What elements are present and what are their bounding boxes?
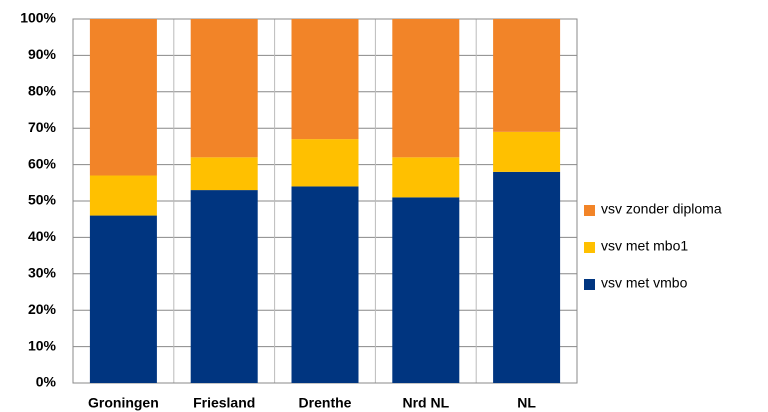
y-tick-label: 60% <box>28 155 57 171</box>
bar-segment <box>392 19 460 158</box>
bar-segment <box>291 19 359 140</box>
legend-swatch <box>584 242 595 253</box>
legend-label: vsv met mbo1 <box>601 238 688 254</box>
bar-segment <box>493 131 561 172</box>
x-tick-label: Drenthe <box>299 395 352 411</box>
y-tick-label: 20% <box>28 301 57 317</box>
bar-segment <box>392 157 460 198</box>
y-tick-label: 80% <box>28 83 57 99</box>
x-tick-label: NL <box>517 395 536 411</box>
legend-label: vsv met vmbo <box>601 275 688 291</box>
bar-segment <box>89 175 157 216</box>
y-tick-label: 100% <box>20 10 56 26</box>
x-tick-label: Friesland <box>193 395 255 411</box>
y-tick-label: 90% <box>28 46 57 62</box>
y-tick-label: 50% <box>28 192 57 208</box>
x-tick-label: Groningen <box>88 395 159 411</box>
bar-segment <box>190 190 258 383</box>
bar-segment <box>493 19 561 132</box>
y-tick-label: 10% <box>28 337 57 353</box>
y-tick-label: 70% <box>28 119 57 135</box>
bar-segment <box>190 157 258 191</box>
bar-segment <box>493 171 561 383</box>
bar-segment <box>89 215 157 383</box>
bar-segment <box>291 186 359 383</box>
x-tick-label: Nrd NL <box>402 395 449 411</box>
bar-segment <box>89 19 157 176</box>
y-tick-label: 0% <box>36 374 57 390</box>
bar-segment <box>291 139 359 187</box>
y-tick-label: 40% <box>28 228 57 244</box>
bar-segment <box>190 19 258 158</box>
legend-swatch <box>584 205 595 216</box>
y-tick-label: 30% <box>28 265 57 281</box>
legend-swatch <box>584 279 595 290</box>
bar-segment <box>392 197 460 383</box>
legend-label: vsv zonder diploma <box>601 201 722 217</box>
